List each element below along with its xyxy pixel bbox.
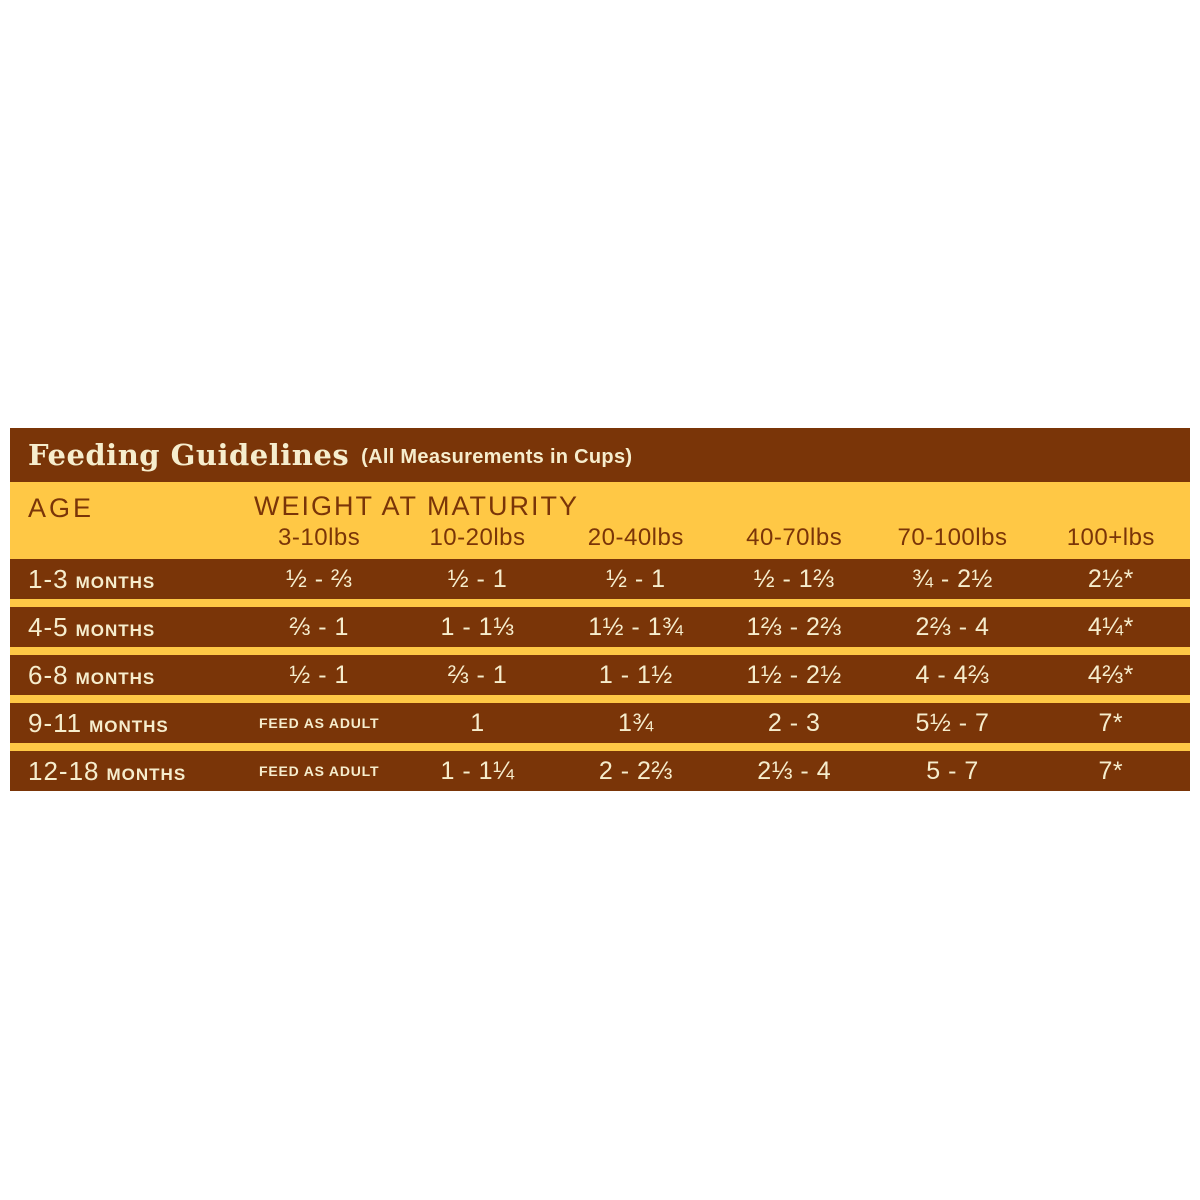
weight-col-header-20-40: 20-40lbs bbox=[587, 524, 684, 551]
cell-value: 1½ - 1¾ bbox=[588, 612, 684, 641]
table-row: 1-3 MONTHS ½ - ⅔ ½ - 1 ½ - 1 ½ - 1⅔ ¾ - 2… bbox=[10, 559, 1190, 599]
cell-value: 1¾ bbox=[617, 708, 654, 737]
cell-value: ⅔ - 1 bbox=[447, 660, 508, 689]
age-range: 12-18 bbox=[28, 755, 100, 786]
age-column-header: AGE bbox=[28, 493, 95, 523]
cell-value: 1 - 1¼ bbox=[440, 756, 515, 785]
table-row: 9-11 MONTHS FEED AS ADULT 1 1¾ 2 - 3 5½ -… bbox=[10, 703, 1190, 743]
table-header: AGE WEIGHT AT MATURITY 3-10lbs 10-20lbs … bbox=[10, 482, 1190, 559]
age-unit: MONTHS bbox=[75, 572, 156, 592]
table-row: 4-5 MONTHS ⅔ - 1 1 - 1⅓ 1½ - 1¾ 1⅔ - 2⅔ 2… bbox=[10, 607, 1190, 647]
weight-at-maturity-header: WEIGHT AT MATURITY bbox=[254, 491, 580, 521]
feeding-guidelines-table: Feeding Guidelines (All Measurements in … bbox=[10, 428, 1190, 791]
cell-value: 1 - 1½ bbox=[598, 660, 673, 689]
cell-value: 2 - 3 bbox=[767, 708, 821, 737]
table-title: Feeding Guidelines bbox=[28, 438, 350, 472]
cell-value: 5 - 7 bbox=[926, 756, 979, 785]
age-label: 1-3 MONTHS bbox=[10, 564, 240, 595]
cell-value: 1 bbox=[470, 708, 485, 737]
weight-column-headers: 3-10lbs 10-20lbs 20-40lbs 40-70lbs 70-10… bbox=[240, 524, 1190, 552]
table-body: 1-3 MONTHS ½ - ⅔ ½ - 1 ½ - 1 ½ - 1⅔ ¾ - 2… bbox=[10, 559, 1190, 791]
weight-col-header-70-100: 70-100lbs bbox=[897, 524, 1008, 551]
age-label: 9-11 MONTHS bbox=[10, 708, 240, 739]
cell-value: ½ - ⅔ bbox=[285, 564, 353, 593]
cell-value: 2½* bbox=[1087, 564, 1134, 593]
cell-value: ½ - 1 bbox=[606, 564, 666, 593]
cell-value: 1 - 1⅓ bbox=[440, 612, 515, 641]
cell-value: ⅔ - 1 bbox=[289, 612, 349, 641]
cell-value: 2⅓ - 4 bbox=[757, 756, 832, 785]
age-label: 4-5 MONTHS bbox=[10, 612, 240, 643]
cell-value: 2 - 2⅔ bbox=[598, 756, 673, 785]
cell-value: 4⅔* bbox=[1087, 660, 1134, 689]
weight-header-group: WEIGHT AT MATURITY 3-10lbs 10-20lbs 20-4… bbox=[240, 491, 1190, 552]
cell-value: 2⅔ - 4 bbox=[915, 612, 990, 641]
cell-value: 4 - 4⅔ bbox=[915, 660, 990, 689]
age-unit: MONTHS bbox=[75, 620, 156, 640]
table-subtitle: (All Measurements in Cups) bbox=[361, 446, 633, 468]
cell-value-feed-as-adult: FEED AS ADULT bbox=[259, 715, 380, 731]
cell-value: 1⅔ - 2⅔ bbox=[746, 612, 842, 641]
age-range: 6-8 bbox=[28, 659, 69, 690]
table-title-bar: Feeding Guidelines (All Measurements in … bbox=[10, 428, 1190, 482]
age-unit: MONTHS bbox=[89, 716, 169, 736]
age-range: 1-3 bbox=[28, 563, 69, 594]
cell-value: 4¼* bbox=[1087, 612, 1134, 641]
cell-value: 1½ - 2½ bbox=[746, 660, 842, 689]
weight-col-header-3-10: 3-10lbs bbox=[278, 524, 361, 551]
weight-col-header-40-70: 40-70lbs bbox=[746, 524, 843, 551]
cell-value: ¾ - 2½ bbox=[912, 564, 993, 593]
table-row: 12-18 MONTHS FEED AS ADULT 1 - 1¼ 2 - 2⅔ … bbox=[10, 751, 1190, 791]
cell-value: ½ - 1 bbox=[289, 660, 349, 689]
cell-value-feed-as-adult: FEED AS ADULT bbox=[259, 763, 380, 779]
weight-col-header-100plus: 100+lbs bbox=[1066, 524, 1155, 551]
cell-value: 5½ - 7 bbox=[915, 708, 990, 737]
cell-value: 7* bbox=[1098, 708, 1124, 737]
cell-value: ½ - 1⅔ bbox=[753, 564, 835, 593]
cell-value: ½ - 1 bbox=[447, 564, 508, 593]
table-row: 6-8 MONTHS ½ - 1 ⅔ - 1 1 - 1½ 1½ - 2½ 4 -… bbox=[10, 655, 1190, 695]
cell-value: 7* bbox=[1098, 756, 1124, 785]
age-range: 4-5 bbox=[28, 611, 69, 642]
age-range: 9-11 bbox=[28, 707, 83, 738]
age-label: 6-8 MONTHS bbox=[10, 660, 240, 691]
weight-col-header-10-20: 10-20lbs bbox=[429, 524, 526, 551]
age-unit: MONTHS bbox=[75, 668, 156, 688]
age-unit: MONTHS bbox=[106, 764, 187, 784]
age-label: 12-18 MONTHS bbox=[10, 756, 240, 787]
